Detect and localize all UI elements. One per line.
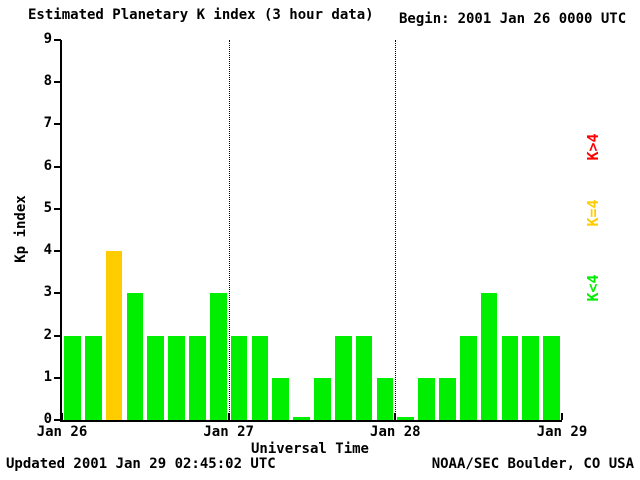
y-axis-tick [54,123,61,126]
y-axis-title: Kp index [13,195,29,263]
legend-k-below-4: K<4 [584,274,602,302]
kp-bar [168,335,185,420]
kp-bar [480,293,498,420]
kp-bar [376,377,394,420]
x-axis-tick [61,413,63,420]
x-tick-label: Jan 27 [203,424,254,440]
begin-value: 2001 Jan 26 0000 UTC [457,11,627,27]
source-credit: NOAA/SEC Boulder, CO USA [431,456,634,472]
kp-bar [126,293,144,420]
legend-k-equal-4: K=4 [584,199,602,227]
kp-bar [230,335,248,420]
kp-bar [105,251,123,420]
plot-area: 0 1 2 3 4 5 6 7 8 9 Jan 26 Jan 27 Jan 28 Jan 29 [37,31,588,440]
kp-bar [439,377,456,420]
y-tick-label: 6 [43,157,52,174]
y-axis-tick [54,165,61,168]
x-axis-tick [227,413,230,420]
kp-bar [272,377,290,420]
updated-timestamp: Updated 2001 Jan 29 02:45:02 UTC [6,456,276,472]
kp-bar [147,335,165,420]
kp-bar [84,335,102,420]
kp-bar [501,335,519,420]
y-tick-label: 4 [43,242,52,259]
kp-bar [64,335,81,420]
y-tick-label: 3 [43,284,52,301]
begin-label: Begin: [399,11,450,27]
kp-bar [293,417,310,420]
y-tick-label: 7 [43,115,52,132]
x-tick-label: Jan 28 [370,424,421,440]
y-axis-tick [54,334,61,337]
x-axis-tick [394,413,397,420]
kp-bar [334,335,352,420]
y-axis-tick [54,292,61,295]
y-tick-label: 1 [43,368,52,385]
kp-bar [522,335,540,420]
x-tick-label: Jan 29 [536,424,588,440]
kp-bar [314,377,331,420]
y-tick-label: 9 [43,31,52,47]
y-axis-tick [54,39,61,41]
y-tick-label: 2 [43,326,52,343]
begin-timestamp: Begin: 2001 Jan 26 0000 UTC [399,11,626,27]
y-tick-label: 0 [43,411,52,427]
kp-bar [355,335,373,420]
y-axis-tick [54,207,61,210]
y-axis-tick [54,376,61,379]
kp-bar [459,335,477,420]
kp-bar [397,417,415,420]
y-tick-label: 8 [43,73,52,90]
day-boundary-line [395,40,397,420]
kp-bar [251,335,269,420]
y-axis-tick [54,419,61,421]
y-axis-tick [54,250,61,253]
kp-bar [418,377,435,420]
kp-bar [543,335,560,420]
y-tick-label: 5 [43,199,52,216]
x-axis-tick [561,413,563,420]
x-axis-title: Universal Time [250,441,369,457]
legend-k-above-4: K>4 [584,133,602,161]
x-tick-label: Jan 26 [36,424,88,440]
y-axis-tick [54,81,61,84]
day-boundary-line [228,40,230,420]
kp-bar [209,293,227,420]
chart-title: Estimated Planetary K index (3 hour data… [28,7,374,23]
kp-bar [189,335,206,420]
